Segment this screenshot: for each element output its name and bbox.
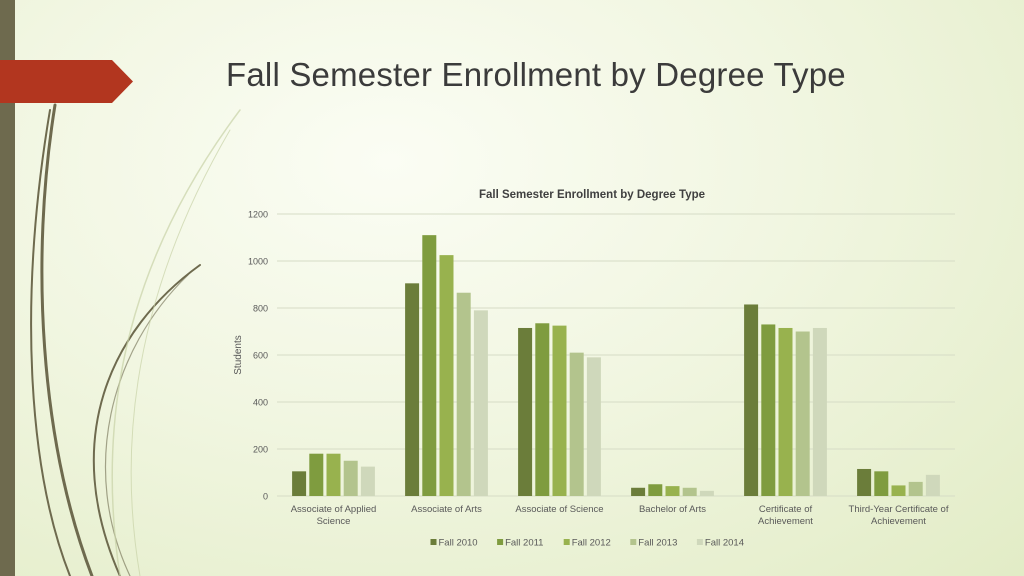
bar — [552, 325, 567, 496]
title-arrow-marker — [0, 60, 133, 103]
bar — [586, 357, 601, 496]
x-category-label: Third-Year Certificate of — [849, 504, 949, 515]
y-tick-label: 1200 — [248, 210, 268, 220]
chart-title: Fall Semester Enrollment by Degree Type — [479, 189, 705, 201]
legend-swatch — [563, 539, 570, 545]
bar — [360, 466, 375, 496]
y-tick-label: 0 — [263, 492, 268, 502]
bar — [778, 327, 793, 496]
bar — [699, 490, 714, 496]
bar — [343, 460, 358, 496]
legend-label: Fall 2013 — [638, 538, 677, 549]
legend-label: Fall 2010 — [439, 538, 478, 549]
y-tick-label: 400 — [253, 398, 268, 408]
x-category-label: Associate of Arts — [411, 504, 482, 515]
bar — [631, 487, 646, 496]
y-tick-label: 200 — [253, 445, 268, 455]
bar — [535, 323, 550, 496]
bar — [891, 485, 906, 496]
x-category-label: Achievement — [871, 516, 926, 527]
x-category-label: Bachelor of Arts — [639, 504, 706, 515]
x-category-label: Science — [317, 516, 351, 527]
left-accent-bar — [0, 0, 15, 576]
x-category-label: Associate of Science — [515, 504, 603, 515]
bar — [925, 474, 940, 496]
bar — [744, 304, 759, 496]
x-category-label: Associate of Applied — [291, 504, 377, 515]
legend-swatch — [630, 539, 637, 545]
bar — [648, 484, 663, 496]
x-category-label: Achievement — [758, 516, 813, 527]
bar — [857, 468, 872, 496]
bar — [422, 235, 437, 496]
legend-swatch — [430, 539, 437, 545]
legend-label: Fall 2014 — [705, 538, 744, 549]
slide-title: Fall Semester Enrollment by Degree Type — [226, 56, 846, 93]
y-axis-label: Students — [233, 335, 244, 374]
bar — [309, 453, 324, 496]
bar — [569, 352, 584, 496]
legend-label: Fall 2012 — [572, 538, 611, 549]
x-category-label: Certificate of — [759, 504, 813, 515]
y-tick-label: 800 — [253, 304, 268, 314]
bar — [665, 486, 680, 496]
bar — [456, 292, 471, 496]
y-tick-label: 1000 — [248, 257, 268, 267]
legend-swatch — [696, 539, 703, 545]
bar — [405, 283, 420, 496]
bar — [761, 324, 776, 496]
bar — [473, 310, 488, 496]
bar — [682, 487, 697, 496]
legend-swatch — [497, 539, 504, 545]
bar — [812, 327, 827, 496]
bar — [326, 453, 341, 496]
bar — [439, 255, 454, 496]
bar — [292, 471, 307, 496]
legend-label: Fall 2011 — [505, 538, 543, 549]
bar — [795, 331, 810, 496]
y-tick-label: 600 — [253, 351, 268, 361]
bar — [518, 327, 533, 496]
bar — [874, 471, 889, 496]
bar — [908, 481, 923, 496]
